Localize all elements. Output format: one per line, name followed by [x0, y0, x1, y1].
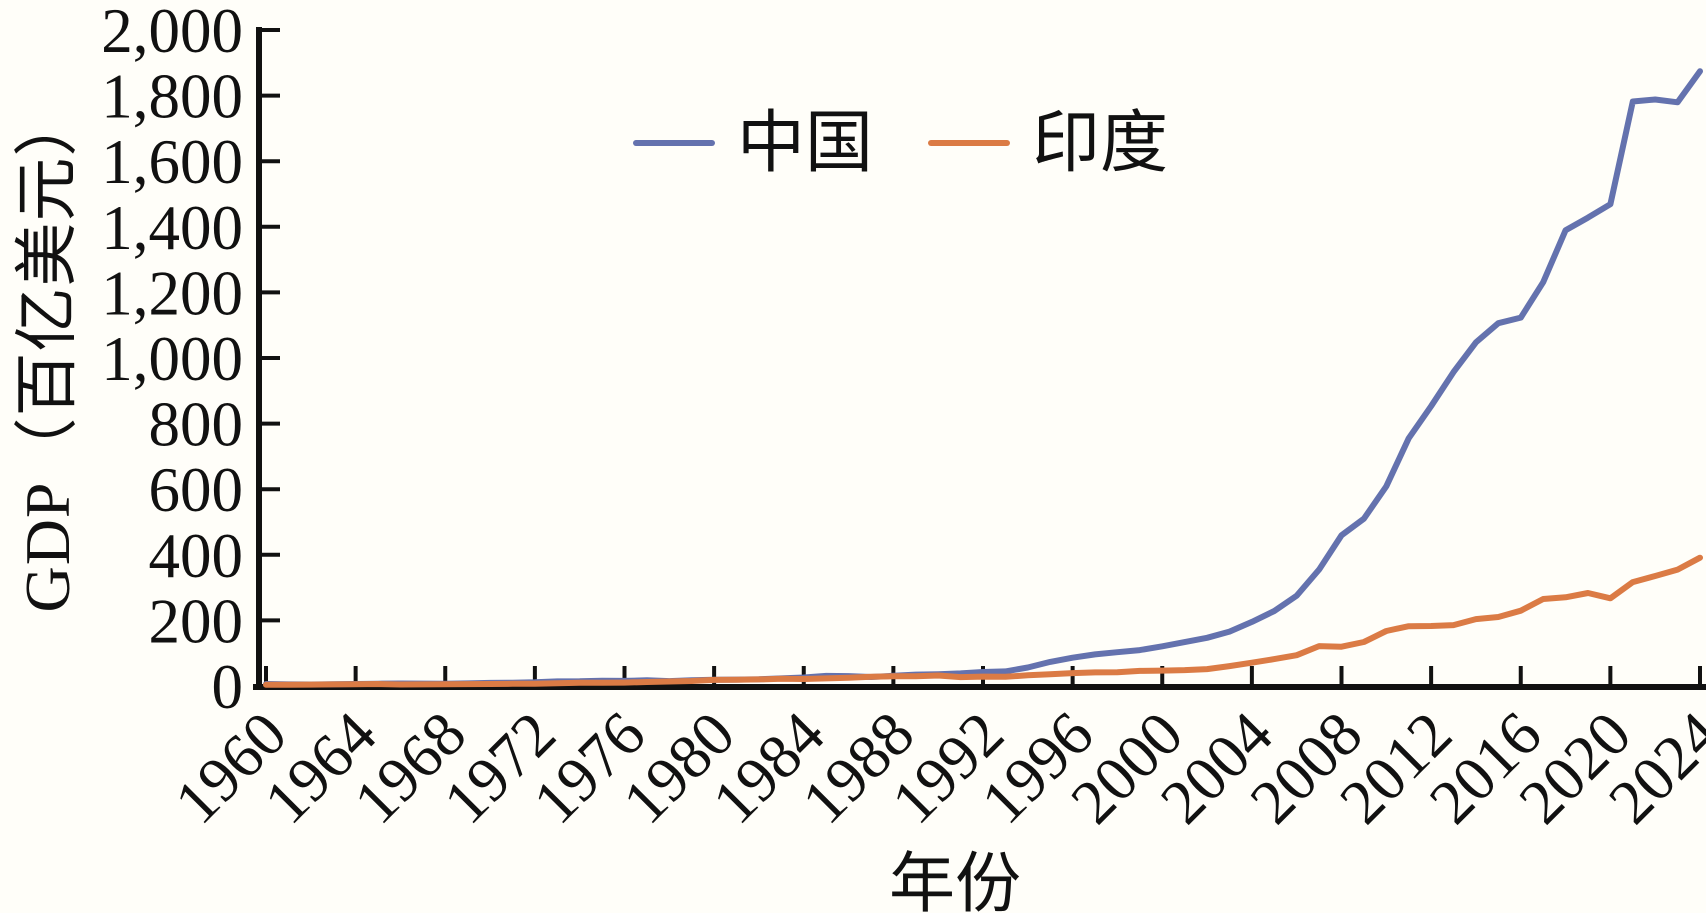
x-axis-title: 年份: [889, 848, 1021, 913]
legend-item-china: 中国: [633, 109, 873, 177]
y-tick-label: 1,800: [101, 62, 243, 132]
legend: 中国 印度: [633, 109, 1168, 177]
y-tick-label: 1,000: [101, 324, 243, 394]
india-line: [263, 554, 1703, 688]
y-tick-label: 1,400: [101, 193, 243, 263]
y-tick-label: 200: [149, 586, 244, 656]
y-tick-label: 1,200: [101, 258, 243, 328]
china-line-swatch: [633, 140, 715, 146]
y-tick-label: 1,600: [101, 127, 243, 197]
legend-label-india: 印度: [1032, 105, 1169, 181]
legend-item-india: 印度: [928, 109, 1168, 177]
y-tick-label: 600: [149, 455, 244, 525]
india-line-swatch: [928, 140, 1011, 146]
y-tick-label: 800: [149, 390, 244, 460]
legend-label-china: 中国: [737, 105, 874, 181]
y-tick-label: 400: [149, 521, 244, 591]
china-line: [263, 68, 1703, 688]
y-tick-label: 2,000: [101, 0, 243, 66]
y-tick-label: 0: [212, 652, 244, 722]
